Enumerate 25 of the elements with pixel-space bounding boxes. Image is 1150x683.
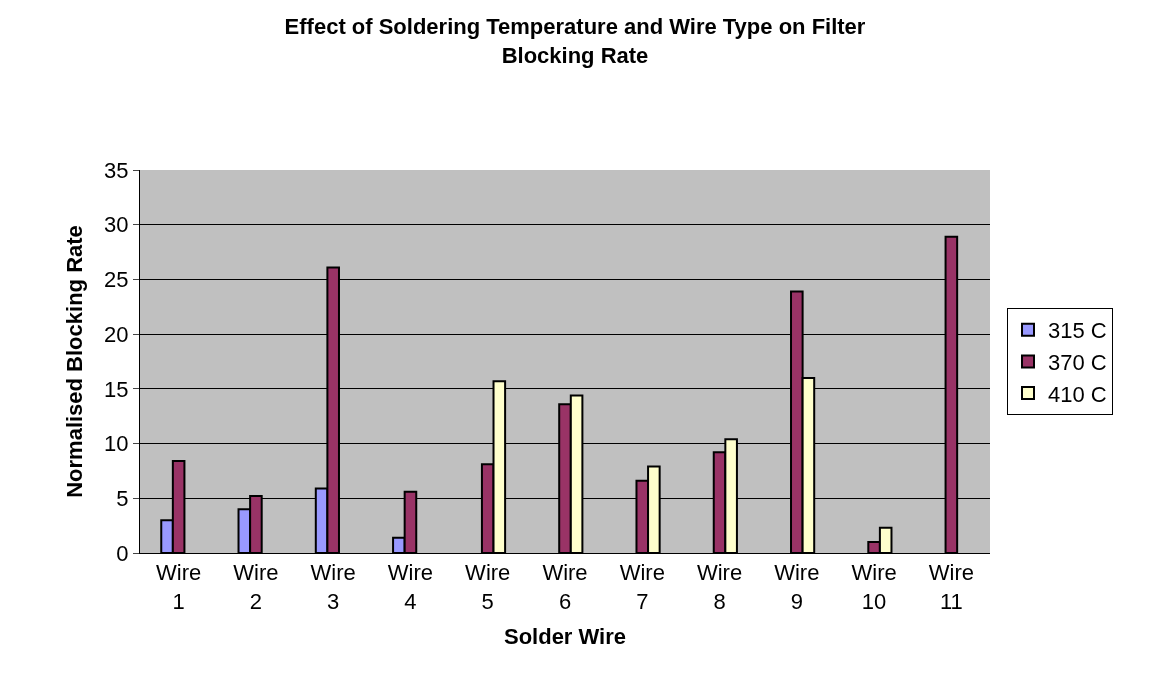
x-axis-title: Solder Wire: [503, 623, 627, 649]
y-tick-label: 35: [104, 157, 129, 183]
x-tick-label: Wire 2: [233, 560, 279, 614]
y-axis-title: Normalised Blocking Rate: [61, 225, 87, 498]
x-tick-label: Wire 3: [310, 560, 356, 614]
y-tick-label: 15: [104, 376, 129, 402]
legend-label: 315 C: [1048, 318, 1107, 344]
y-tick-label: 25: [104, 267, 129, 293]
legend-label: 410 C: [1048, 381, 1107, 407]
x-tick-label: Wire 1: [156, 560, 202, 614]
x-tick-label: Wire 10: [851, 560, 897, 614]
y-tick-label: 20: [104, 321, 129, 347]
y-tick-label: 5: [116, 485, 129, 511]
x-tick-label: Wire 7: [619, 560, 665, 614]
y-tick-label: 0: [116, 540, 129, 566]
x-tick-label: Wire 5: [465, 560, 511, 614]
x-tick-label: Wire 6: [542, 560, 588, 614]
y-tick-label: 30: [104, 212, 129, 238]
y-tick-label: 10: [104, 431, 129, 457]
x-tick-label: Wire 11: [928, 560, 974, 614]
chart-title: Effect of Soldering Temperature and Wire Type on Filter Blocking Rate: [284, 14, 866, 68]
x-tick-label: Wire 4: [387, 560, 434, 614]
x-tick-label: Wire 9: [774, 560, 820, 614]
x-tick-label: Wire 8: [696, 560, 743, 614]
legend-label: 370 C: [1048, 349, 1107, 375]
